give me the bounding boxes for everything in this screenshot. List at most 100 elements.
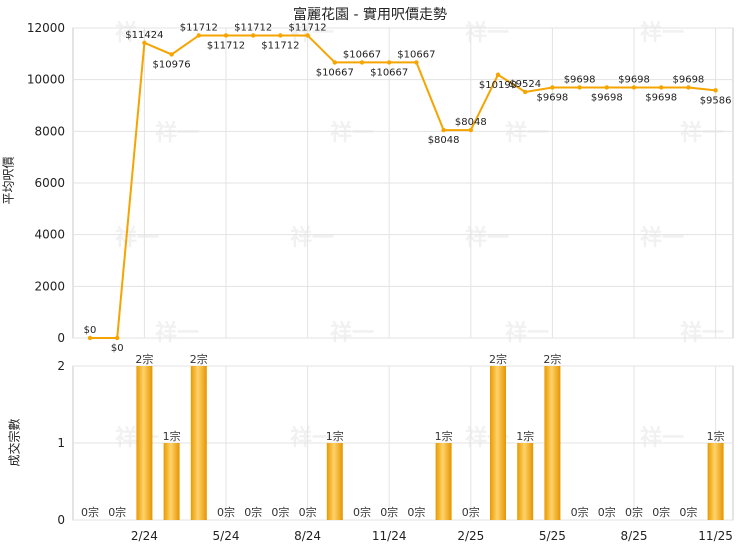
price-point [659,85,664,90]
price-data-label: $11712 [234,22,272,33]
count-data-label: 0宗 [462,505,480,519]
watermark-text: 祥一 [115,20,159,46]
count-bar [544,366,561,520]
count-data-label: 0宗 [598,505,616,519]
price-y-tick-label: 0 [57,331,65,345]
price-point [115,335,120,341]
price-point [550,85,555,90]
price-y-tick-label: 8000 [34,124,65,138]
x-tick-label: 2/24 [131,529,158,543]
count-y-tick-label: 2 [57,359,65,373]
count-data-label: 0宗 [81,505,99,519]
count-data-label: 0宗 [271,505,289,519]
watermark-text: 祥一 [290,425,334,451]
count-bar [707,443,724,520]
price-point [332,60,337,65]
price-point [251,33,256,38]
count-data-label: 0宗 [652,505,670,519]
watermark-text: 祥一 [330,120,374,146]
watermark-text: 祥一 [465,20,509,46]
price-point [414,60,419,65]
count-data-label: 0宗 [299,505,317,519]
x-tick-label: 8/24 [294,529,321,543]
price-point [142,40,147,46]
watermark-text: 祥一 [505,320,549,346]
price-data-label: $9698 [618,74,650,85]
count-data-label: 1宗 [516,429,534,443]
count-data-label: 1宗 [326,429,344,443]
count-bar [190,366,207,520]
count-data-label: 0宗 [380,505,398,519]
price-point [223,33,229,38]
watermark-text: 祥一 [290,20,334,46]
watermark-text: 祥一 [640,225,684,251]
price-data-label: $10667 [397,49,435,60]
price-data-label: $9698 [591,92,623,103]
x-tick-label: 11/24 [372,529,407,543]
count-bar [490,366,506,520]
price-point [604,85,609,90]
price-point [87,335,93,341]
price-y-tick-label: 4000 [34,228,65,242]
price-y-tick-label: 10000 [27,73,65,87]
x-tick-label: 8/25 [621,529,648,543]
watermark-text: 祥一 [640,20,684,46]
watermark-text: 祥一 [330,320,374,346]
watermark-text: 祥一 [155,320,199,346]
price-data-label: $10667 [316,67,354,78]
price-point [577,85,582,90]
count-data-label: 2宗 [543,352,561,366]
price-data-label: $11424 [125,30,163,41]
count-data-label: 0宗 [571,505,589,519]
watermark-text: 祥一 [290,225,334,251]
price-point [359,60,365,65]
count-data-label: 2宗 [489,352,507,366]
count-data-label: 0宗 [353,505,371,519]
x-tick-label: 5/24 [213,529,240,543]
count-data-label: 0宗 [679,505,697,519]
price-y-tick-label: 6000 [34,176,65,190]
price-data-label: $9524 [509,79,541,90]
count-data-label: 1宗 [163,429,181,443]
watermark-text: 祥一 [115,225,159,251]
count-bar [326,443,343,520]
price-data-label: $0 [111,343,124,354]
price-point [631,85,637,90]
x-tick-label: 11/25 [698,529,733,543]
price-point [196,33,201,38]
price-series-line [90,34,716,339]
price-data-label: $11712 [289,22,327,33]
count-data-label: 2宗 [135,352,153,366]
watermark-text: 祥一 [680,120,724,146]
count-data-label: 0宗 [217,505,235,519]
watermark-text: 祥一 [640,425,684,451]
price-y-tick-label: 2000 [34,279,65,293]
watermark-text: 祥一 [465,225,509,251]
count-data-label: 0宗 [108,505,126,519]
x-tick-label: 5/25 [539,529,566,543]
price-data-label: $0 [84,325,97,336]
price-point [523,89,528,95]
price-point [468,127,473,133]
count-data-label: 1宗 [435,429,453,443]
price-point [441,127,446,133]
price-data-label: $10976 [153,59,191,70]
count-data-label: 2宗 [190,352,208,366]
price-data-label: $10190 [479,80,517,91]
price-data-label: $9586 [700,95,732,106]
count-data-label: 0宗 [625,505,643,519]
count-bar [136,366,153,520]
price-point [169,52,174,57]
price-data-label: $11712 [261,40,299,51]
chart-title: 富麗花園 - 實用呎價走勢 [293,7,447,23]
count-data-label: 0宗 [244,505,262,519]
watermark-text: 祥一 [680,320,724,346]
price-point [387,60,392,65]
price-point [278,33,283,38]
price-point [713,88,718,93]
price-y-tick-label: 12000 [27,21,65,35]
count-y-tick-label: 0 [57,513,65,527]
watermark-text: 祥一 [155,120,199,146]
